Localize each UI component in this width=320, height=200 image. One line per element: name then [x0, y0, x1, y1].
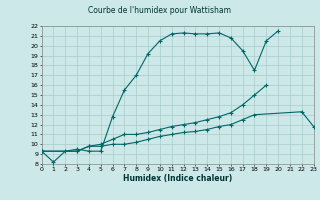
Text: Courbe de l'humidex pour Wattisham: Courbe de l'humidex pour Wattisham [89, 6, 231, 15]
X-axis label: Humidex (Indice chaleur): Humidex (Indice chaleur) [123, 174, 232, 183]
